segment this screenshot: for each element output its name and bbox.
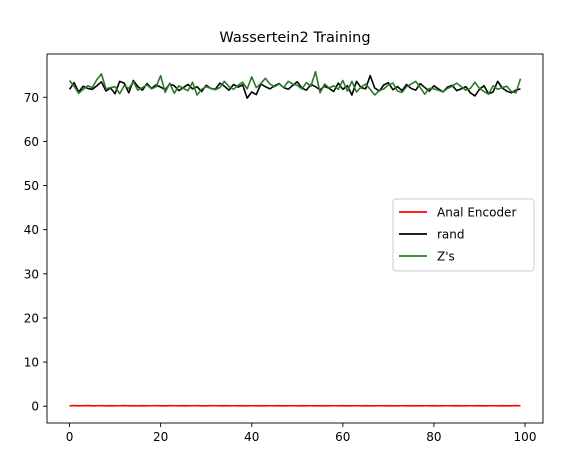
chart-title: Wassertein2 Training bbox=[219, 30, 370, 46]
legend: Anal Encoder rand Z's bbox=[392, 198, 535, 272]
plot-area: 0 20 40 60 80 100 0 10 20 30 40 50 60 70 bbox=[24, 53, 544, 444]
y-tick-label: 60 bbox=[24, 135, 39, 149]
y-tick-label: 50 bbox=[24, 179, 39, 193]
legend-label-2: Z's bbox=[437, 250, 455, 264]
x-tick-label: 0 bbox=[66, 430, 74, 444]
y-tick-label: 70 bbox=[24, 91, 39, 105]
x-tick-label: 100 bbox=[514, 430, 537, 444]
legend-label-0: Anal Encoder bbox=[437, 206, 516, 220]
y-tick-label: 40 bbox=[24, 223, 39, 237]
x-tick-label: 20 bbox=[153, 430, 168, 444]
x-tick-label: 40 bbox=[244, 430, 259, 444]
x-tick-label: 60 bbox=[335, 430, 350, 444]
y-tick-label: 30 bbox=[24, 267, 39, 281]
legend-box bbox=[392, 198, 535, 272]
y-tick-label: 10 bbox=[24, 356, 39, 370]
axes-frame bbox=[46, 53, 544, 424]
x-tick-label: 80 bbox=[426, 430, 441, 444]
y-tick-label: 20 bbox=[24, 311, 39, 325]
y-tick-label: 0 bbox=[31, 400, 39, 414]
legend-label-1: rand bbox=[437, 228, 465, 242]
series-line-2 bbox=[68, 70, 522, 96]
